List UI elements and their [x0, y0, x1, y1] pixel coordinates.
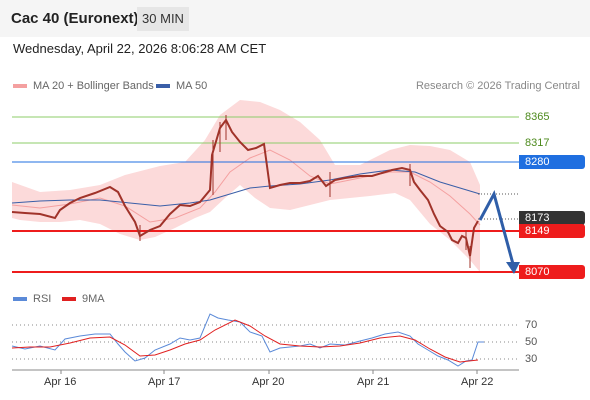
legend-rsi: RSI [13, 293, 51, 305]
rsi-swatch [13, 297, 27, 301]
level-8280-label: 8280 [519, 155, 585, 169]
x-tick-apr22: Apr 22 [461, 376, 494, 388]
level-8070-label: 8070 [519, 265, 585, 279]
forecast-arrow-head [506, 262, 520, 274]
rsi-tick-30: 30 [525, 353, 538, 365]
ma20-swatch [13, 84, 27, 88]
legend-ma20: MA 20 + Bollinger Bands [13, 80, 154, 92]
ma20-label: MA 20 + Bollinger Bands [33, 80, 154, 92]
rsi-line [11, 313, 484, 367]
ma50-line [11, 169, 481, 207]
timestamp: Wednesday, April 22, 2026 8:06:28 AM CET [13, 41, 267, 56]
rsi-tick-50: 50 [525, 336, 538, 348]
price-candles [11, 115, 479, 268]
rsi-label: RSI [33, 293, 52, 305]
x-tick-apr21: Apr 21 [357, 376, 390, 388]
forecast-arrow-path [478, 189, 515, 265]
level-8149-label: 8149 [519, 224, 585, 238]
x-tick-apr17: Apr 17 [148, 376, 181, 388]
x-tick-apr20: Apr 20 [252, 376, 285, 388]
legend-9ma: 9MA [62, 293, 105, 305]
chart-header: Cac 40 (Euronext) 30 MIN [0, 0, 590, 37]
ma50-swatch [156, 84, 170, 88]
ma20-line [11, 149, 481, 226]
level-8317-label: 8317 [525, 137, 550, 149]
last-price-label: 8173 [519, 211, 585, 225]
level-8365-label: 8365 [525, 111, 550, 123]
9ma-swatch [62, 297, 76, 301]
research-credit: Research © 2026 Trading Central [415, 80, 580, 92]
bollinger-band [12, 100, 480, 272]
9ma-label: 9MA [82, 293, 105, 305]
x-tick-apr16: Apr 16 [44, 376, 77, 388]
timeframe-button[interactable]: 30 MIN [137, 7, 189, 31]
ma50-label: MA 50 [176, 80, 208, 92]
price-path [11, 118, 479, 257]
rsi-ma-line [11, 319, 479, 363]
instrument-title: Cac 40 (Euronext) [11, 10, 139, 27]
legend-ma50: MA 50 [156, 80, 207, 92]
rsi-tick-70: 70 [525, 319, 538, 331]
